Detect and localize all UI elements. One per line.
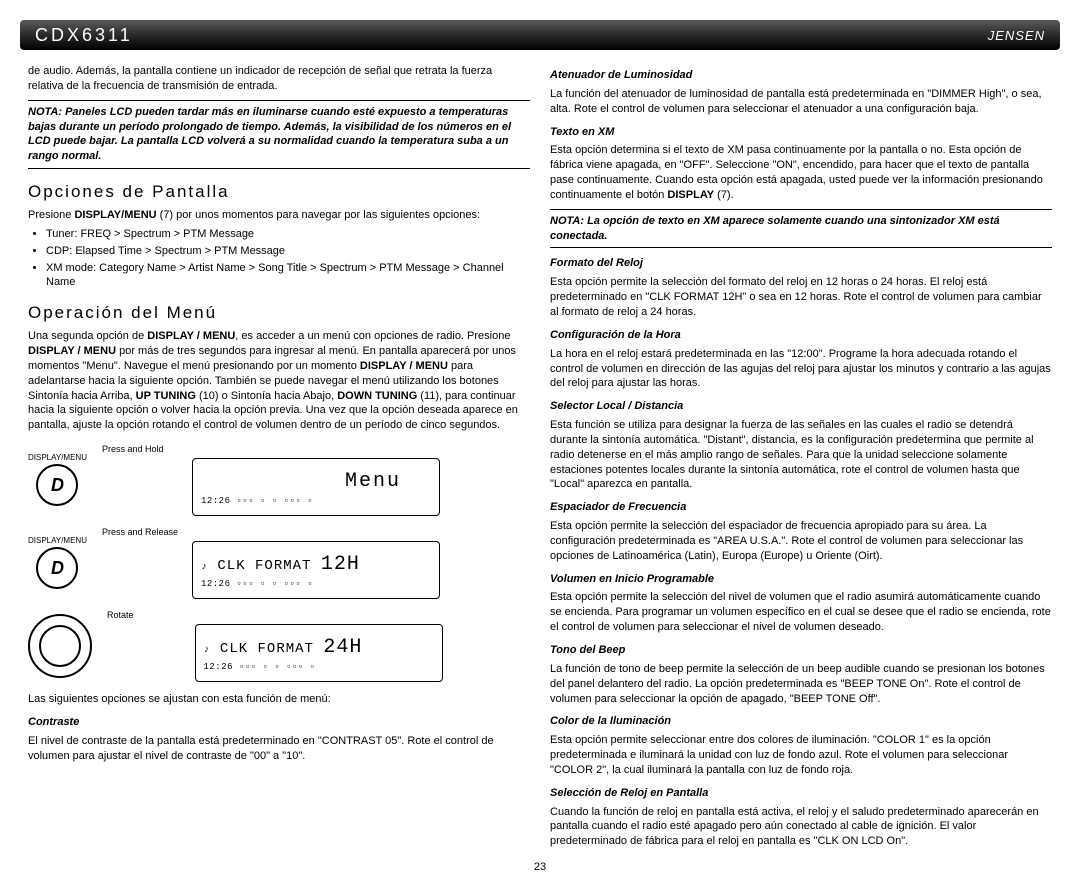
lcd-screen: ♪ CLK FORMAT 24H 12:26 ▫▫▫ ▫ ▫ ▫▫▫ ▫ [195,624,443,682]
display-menu-label: DISPLAY/MENU [28,453,87,464]
d-button-icon: D [36,547,78,589]
lcd-note: NOTA: Paneles LCD pueden tardar más en i… [28,100,530,169]
model-name: CDX6311 [35,25,133,46]
espaciador-text: Esta opción permite la selección del esp… [550,519,1052,564]
diagram-row-3: Rotate ♪ CLK FORMAT 24H 12:26 ▫▫▫ ▫ ▫ ▫▫… [28,609,530,682]
display-menu-label: DISPLAY/MENU [28,536,87,547]
list-item: XM mode: Category Name > Artist Name > S… [46,261,530,291]
texto-xm-text: Esta opción determina si el texto de XM … [550,143,1052,202]
operacion-title: Operación del Menú [28,302,530,325]
seleccion-text: Cuando la función de reloj en pantalla e… [550,805,1052,850]
atenuador-title: Atenuador de Luminosidad [550,68,1052,83]
rotary-dial-icon [28,614,92,678]
contraste-title: Contraste [28,715,530,730]
operacion-text: Una segunda opción de DISPLAY / MENU, es… [28,329,530,433]
formato-title: Formato del Reloj [550,256,1052,271]
header-bar: CDX6311 JENSEN [20,20,1060,50]
color-text: Esta opción permite seleccionar entre do… [550,733,1052,778]
left-column: de audio. Además, la pantalla contiene u… [28,60,530,853]
lcd-icon-row: 12:26 ▫▫▫ ▫ ▫ ▫▫▫ ▫ [201,495,431,507]
diagram-row-1: DISPLAY/MENU D Press and Hold Menu 12:26… [28,443,530,516]
lcd-main-text: ♪ CLK FORMAT 24H [204,634,434,661]
contraste-text: El nivel de contraste de la pantalla est… [28,734,530,764]
seleccion-title: Selección de Reloj en Pantalla [550,786,1052,801]
selector-text: Esta función se utiliza para designar la… [550,418,1052,492]
formato-text: Esta opción permite la selección del for… [550,275,1052,320]
action-label: Press and Hold [102,443,164,455]
tono-title: Tono del Beep [550,643,1052,658]
lcd-screen: ♪ CLK FORMAT 12H 12:26 ▫▫▫ ▫ ▫ ▫▫▫ ▫ [192,541,440,599]
lcd-main-text: ♪ CLK FORMAT 12H [201,551,431,578]
opciones-title: Opciones de Pantalla [28,181,530,204]
lcd-screen: Menu 12:26 ▫▫▫ ▫ ▫ ▫▫▫ ▫ [192,458,440,516]
options-list: Tuner: FREQ > Spectrum > PTM Message CDP… [46,227,530,290]
opciones-text: Presione DISPLAY/MENU (7) por unos momen… [28,208,530,223]
selector-title: Selector Local / Distancia [550,399,1052,414]
list-item: CDP: Elapsed Time > Spectrum > PTM Messa… [46,244,530,259]
diagram-area: DISPLAY/MENU D Press and Hold Menu 12:26… [28,443,530,682]
intro-text: de audio. Además, la pantalla contiene u… [28,64,530,94]
d-button-icon: D [36,464,78,506]
tono-text: La función de tono de beep permite la se… [550,662,1052,707]
espaciador-title: Espaciador de Frecuencia [550,500,1052,515]
right-column: Atenuador de Luminosidad La función del … [550,60,1052,853]
page-number: 23 [0,861,1080,873]
diagram-row-2: DISPLAY/MENU D Press and Release ♪ CLK F… [28,526,530,599]
lcd-icon-row: 12:26 ▫▫▫ ▫ ▫ ▫▫▫ ▫ [201,578,431,590]
list-item: Tuner: FREQ > Spectrum > PTM Message [46,227,530,242]
brand-logo: JENSEN [988,28,1045,43]
action-label: Press and Release [102,526,178,538]
config-hora-text: La hora en el reloj estará predeterminad… [550,347,1052,392]
texto-xm-title: Texto en XM [550,125,1052,140]
lcd-icon-row: 12:26 ▫▫▫ ▫ ▫ ▫▫▫ ▫ [204,661,434,673]
volumen-text: Esta opción permite la selección del niv… [550,590,1052,635]
volumen-title: Volumen en Inicio Programable [550,572,1052,587]
lcd-main-text: Menu [201,468,431,495]
xm-note: NOTA: La opción de texto en XM aparece s… [550,209,1052,249]
action-label: Rotate [107,609,134,621]
config-hora-title: Configuración de la Hora [550,328,1052,343]
posttext: Las siguientes opciones se ajustan con e… [28,692,530,707]
atenuador-text: La función del atenuador de luminosidad … [550,87,1052,117]
color-title: Color de la Iluminación [550,714,1052,729]
page-content: de audio. Además, la pantalla contiene u… [28,60,1052,853]
